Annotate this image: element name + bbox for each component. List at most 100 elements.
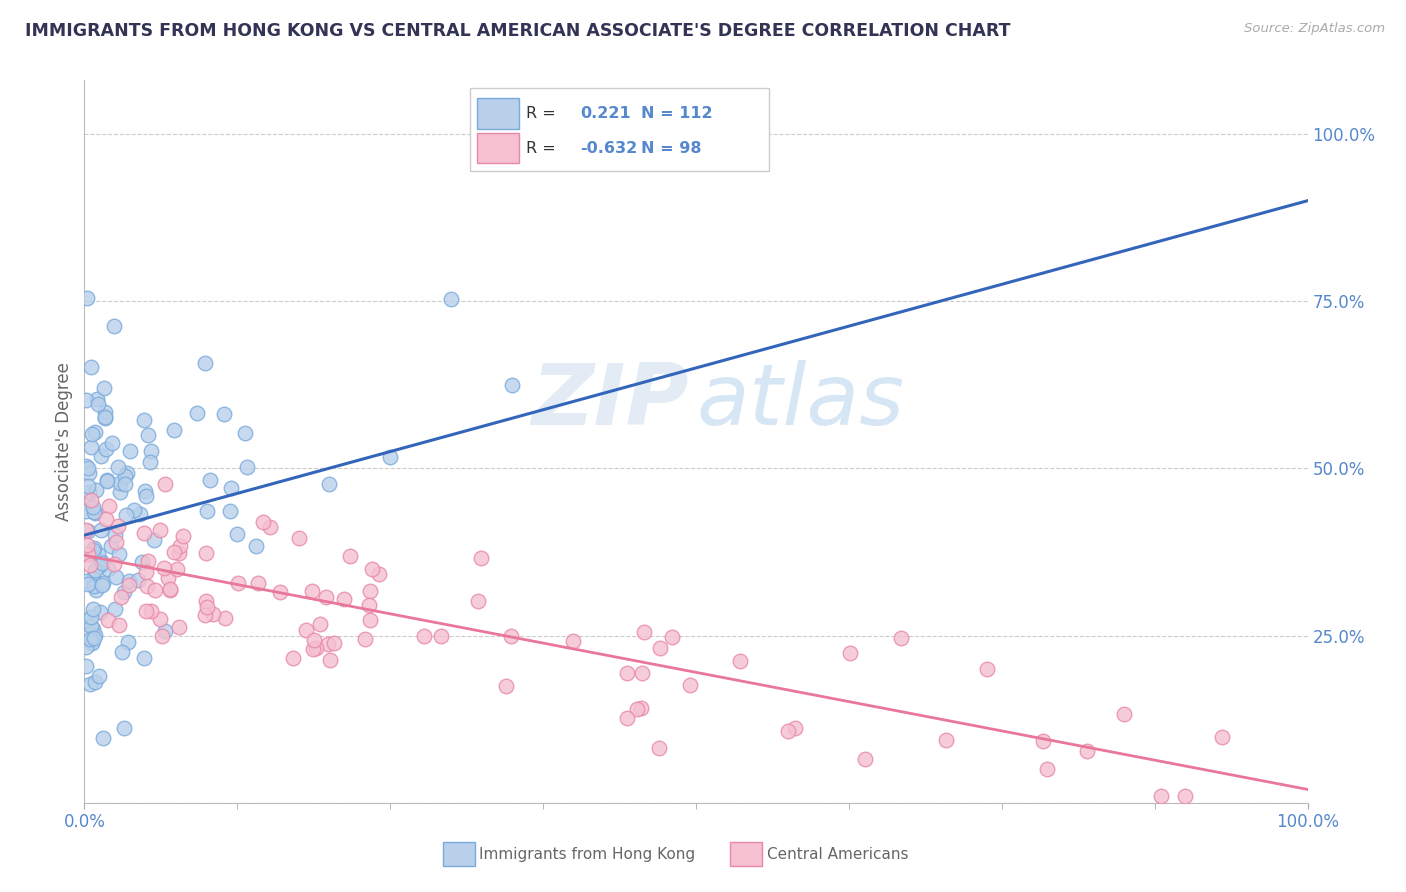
Point: [132, 651, 155, 665]
Point: [295, 624, 318, 638]
Point: [80, 632, 103, 646]
Point: [108, 617, 131, 632]
Point: [83, 579, 105, 593]
Point: [359, 613, 381, 627]
Point: [163, 423, 186, 437]
Point: [129, 508, 152, 522]
Point: [75, 495, 97, 509]
Point: [75, 659, 97, 673]
Point: [252, 515, 274, 529]
Point: [82, 636, 104, 650]
Point: [470, 550, 492, 565]
Point: [103, 319, 125, 334]
Point: [235, 425, 257, 440]
Point: [228, 576, 250, 591]
Point: [131, 555, 153, 569]
Point: [117, 635, 139, 649]
Point: [1211, 730, 1233, 744]
Point: [82, 500, 104, 514]
Point: [776, 724, 799, 739]
Point: [84, 583, 107, 598]
Point: [212, 407, 235, 421]
Point: [323, 635, 346, 649]
Point: [785, 721, 807, 735]
Point: [80, 440, 103, 454]
Point: [308, 616, 330, 631]
Point: [134, 484, 156, 499]
Text: R =: R =: [526, 106, 555, 121]
Point: [94, 512, 117, 526]
Point: [333, 591, 356, 606]
Point: [149, 612, 172, 626]
Point: [302, 641, 325, 656]
Point: [1032, 734, 1054, 748]
Point: [82, 622, 104, 636]
Point: [118, 444, 141, 458]
Point: [502, 378, 524, 392]
FancyBboxPatch shape: [470, 87, 769, 170]
Point: [114, 468, 136, 483]
Point: [159, 582, 181, 596]
Point: [83, 541, 105, 555]
Point: [83, 628, 105, 642]
Point: [976, 662, 998, 676]
Point: [93, 404, 115, 418]
Point: [143, 533, 166, 548]
Point: [79, 677, 101, 691]
Point: [219, 504, 242, 518]
Point: [198, 473, 221, 487]
Point: [838, 646, 860, 660]
Point: [633, 625, 655, 640]
Point: [467, 594, 489, 608]
Point: [77, 478, 100, 492]
Point: [79, 485, 101, 500]
Point: [495, 679, 517, 693]
Point: [136, 554, 159, 568]
Text: N = 112: N = 112: [641, 106, 713, 121]
Point: [853, 752, 876, 766]
Point: [107, 460, 129, 475]
Point: [79, 558, 101, 572]
Point: [157, 571, 180, 585]
Point: [107, 519, 129, 533]
Point: [269, 585, 291, 599]
Point: [631, 665, 654, 680]
Point: [357, 598, 380, 612]
Point: [139, 604, 162, 618]
Point: [104, 527, 127, 541]
Text: atlas: atlas: [696, 360, 904, 443]
Point: [935, 732, 957, 747]
Point: [1076, 744, 1098, 758]
Point: [150, 629, 173, 643]
Point: [118, 578, 141, 592]
Point: [75, 523, 97, 537]
Point: [104, 602, 127, 616]
Point: [91, 731, 114, 746]
Point: [75, 574, 97, 588]
Point: [194, 546, 217, 560]
Point: [117, 574, 139, 589]
Point: [89, 605, 111, 619]
Point: [111, 645, 134, 659]
Text: IMMIGRANTS FROM HONG KONG VS CENTRAL AMERICAN ASSOCIATE'S DEGREE CORRELATION CHA: IMMIGRANTS FROM HONG KONG VS CENTRAL AME…: [25, 22, 1011, 40]
Text: N = 98: N = 98: [641, 141, 702, 156]
Point: [87, 669, 110, 683]
Point: [214, 611, 236, 625]
Point: [90, 449, 112, 463]
Point: [75, 504, 97, 518]
Point: [166, 562, 188, 576]
Point: [169, 539, 191, 553]
FancyBboxPatch shape: [730, 842, 762, 866]
Point: [93, 381, 115, 395]
Text: Central Americans: Central Americans: [766, 847, 908, 862]
Point: [100, 540, 122, 554]
Point: [136, 428, 159, 442]
Point: [79, 632, 101, 646]
Point: [195, 503, 218, 517]
Point: [302, 632, 325, 647]
Point: [202, 607, 225, 622]
Point: [197, 600, 219, 615]
Point: [77, 524, 100, 538]
Text: 0.221: 0.221: [579, 106, 630, 121]
Point: [103, 557, 125, 571]
